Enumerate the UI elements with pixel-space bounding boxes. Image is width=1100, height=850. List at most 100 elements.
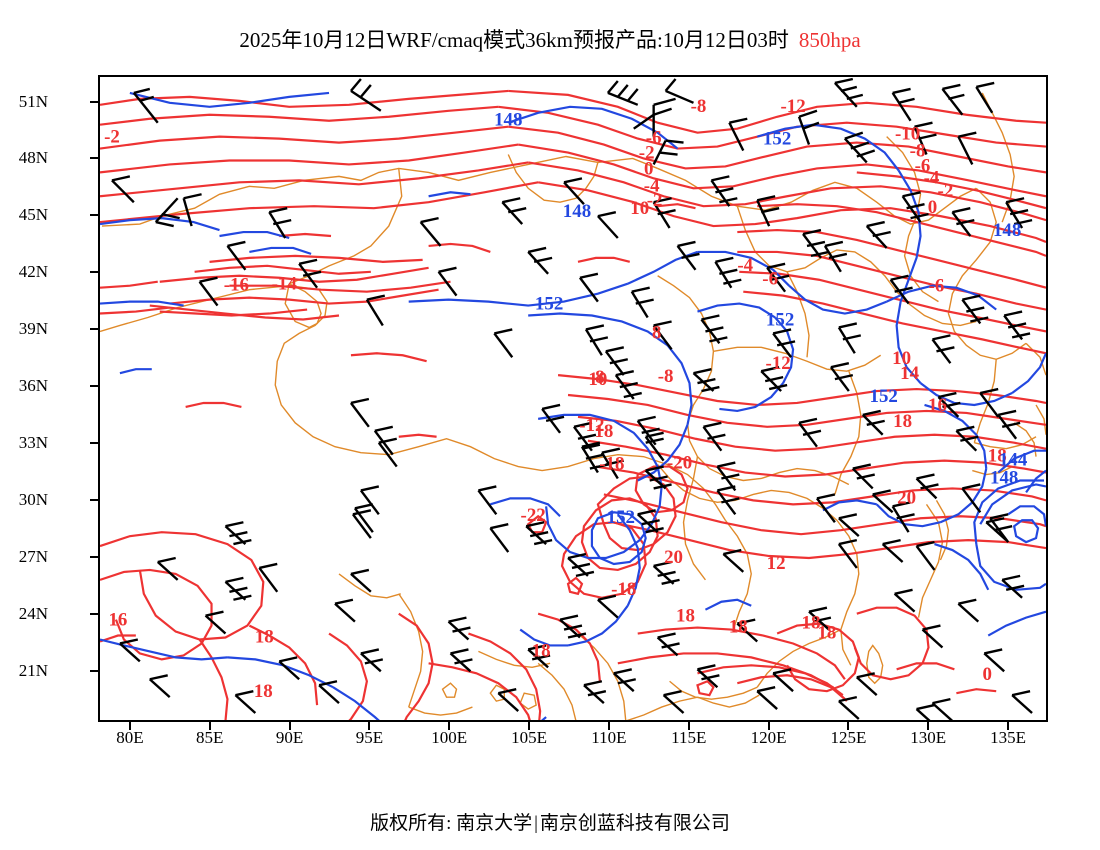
contour-label: 18	[893, 411, 912, 432]
contour-label: 18	[729, 617, 748, 638]
weather-map-svg: -2-16 -14-8 -12-6 -10-2 -80 -6-4 -4-2-210 0-4-6…	[100, 77, 1046, 720]
x-axis-tick-label: 80E	[116, 728, 144, 747]
contour-label: 0	[928, 197, 937, 218]
temperature-contour-labels: -2-16 -14-8 -12-6 -10-2 -80 -6-4 -4-2-210 0-4-6…	[104, 96, 1007, 702]
contour-label: 18	[802, 613, 821, 634]
x-axis-tick-label: 100E	[431, 728, 468, 747]
footer-separator: |	[534, 813, 538, 834]
x-axis-tick-mark	[767, 722, 770, 730]
contour-label: 18	[255, 626, 274, 647]
contour-label: 152	[766, 309, 794, 330]
contour-label: 152	[870, 386, 898, 407]
y-axis-tick-mark	[90, 385, 98, 388]
y-axis-tick-label: 30N	[18, 490, 48, 509]
title-main-text: 2025年10月12日WRF/cmaq模式36km预报产品:10月12日03时	[239, 28, 789, 52]
contour-label: 14	[900, 363, 919, 384]
x-axis-tick-label: 95E	[355, 728, 384, 747]
contour-label: -12	[780, 96, 805, 117]
contour-label: -8	[910, 141, 926, 162]
contour-label: -6	[646, 128, 662, 149]
contour-label: -16	[224, 275, 249, 296]
contour-label: -4	[644, 175, 660, 196]
y-axis-tick-label: 42N	[18, 262, 48, 282]
y-axis-tick-mark	[90, 612, 98, 615]
contour-label: 20	[664, 547, 683, 568]
contour-label: -8	[658, 366, 674, 387]
contour-label: 0	[983, 664, 992, 685]
contour-label: 0	[644, 158, 653, 179]
x-axis-tick-mark	[927, 722, 930, 730]
x-axis-tick-label: 130E	[910, 728, 947, 747]
footer-company: 南京创蓝科技有限公司	[539, 813, 730, 834]
y-axis-tick-label: 51N	[18, 91, 48, 111]
contour-label: -6	[929, 276, 945, 297]
x-axis-tick-label: 125E	[830, 728, 867, 747]
contour-label: -12	[766, 353, 791, 374]
contour-label: 20	[897, 487, 916, 508]
wind-barbs	[111, 77, 1033, 720]
x-axis-tick-mark	[368, 722, 371, 730]
y-axis-tick-label: 27N	[18, 546, 48, 566]
x-axis-tick-mark	[1007, 722, 1010, 730]
x-axis-tick-label: 135E	[990, 728, 1027, 747]
contour-label: 12	[767, 553, 786, 574]
x-axis-tick-mark	[288, 722, 291, 730]
contour-label: -2	[104, 127, 120, 148]
contour-label: 8	[652, 322, 661, 343]
x-axis-tick-mark	[128, 722, 131, 730]
y-axis-tick-label: 36N	[18, 376, 48, 396]
y-axis-tick-mark	[90, 100, 98, 103]
y-axis-tick-label: 24N	[18, 603, 48, 623]
contour-label: 16	[108, 610, 127, 631]
y-axis-tick-label: 45N	[18, 205, 48, 225]
contour-label: -20	[667, 453, 692, 474]
contour-label: 148	[993, 220, 1021, 241]
copyright-footer: 版权所有: 南京大学 | 南京创蓝科技有限公司	[0, 808, 1100, 835]
x-axis-tick-label: 90E	[275, 728, 304, 747]
contour-label: -6	[762, 269, 778, 290]
y-axis-tick-mark	[90, 499, 98, 501]
contour-label: -8	[691, 96, 707, 117]
contour-label: -18	[599, 454, 624, 475]
y-axis-tick-mark	[90, 442, 98, 445]
contour-label: -14	[272, 274, 298, 295]
contour-label: -6	[915, 155, 931, 176]
contour-label: 10	[588, 369, 607, 390]
y-axis-tick-label: 21N	[18, 660, 48, 680]
contour-label: 18	[254, 681, 273, 702]
x-axis-tick-mark	[847, 722, 850, 730]
copyright-owner: 版权所有: 南京大学	[370, 813, 533, 834]
contour-label: 18	[817, 623, 836, 644]
contour-label: -4	[924, 167, 940, 188]
contour-label: 152	[535, 294, 563, 315]
contour-label: 18	[532, 640, 551, 661]
contour-map-plot: -2 -16 -14 -8 -12 -6 -10 -2 -8 0 -6 -4 -4 -2 -2 10 0 -4 -6…	[98, 75, 1048, 722]
title-pressure-level: 850hpa	[798, 28, 861, 52]
contour-label: 148	[990, 467, 1018, 488]
y-axis-tick-mark	[90, 271, 98, 274]
x-axis-tick-mark	[448, 722, 451, 730]
x-axis-tick-mark	[607, 722, 610, 730]
contour-label: 144	[999, 450, 1028, 471]
temperature-contours	[100, 89, 1046, 720]
contour-label: 18	[676, 606, 695, 627]
contour-label: 10	[630, 198, 649, 219]
contour-label: -12	[579, 415, 604, 436]
y-axis-tick-mark	[90, 214, 98, 217]
x-axis-tick-mark	[208, 722, 211, 730]
contour-label: -2	[938, 180, 954, 201]
contour-label: -22	[521, 505, 546, 526]
contour-label: -10	[895, 124, 920, 145]
contour-label: 18	[988, 446, 1007, 467]
y-axis-tick-label: 48N	[18, 148, 48, 168]
contour-label: 152	[607, 507, 635, 528]
contour-label: -2	[647, 190, 663, 211]
x-axis-tick-label: 115E	[671, 728, 707, 747]
contour-label: 10	[892, 348, 911, 369]
x-axis-tick-mark	[687, 722, 690, 730]
chart-title: 2025年10月12日WRF/cmaq模式36km预报产品:10月12日03时 8…	[0, 24, 1100, 54]
y-axis-tick-mark	[90, 555, 98, 558]
y-axis-tick-mark	[90, 157, 98, 160]
contour-label: -18	[611, 579, 636, 600]
